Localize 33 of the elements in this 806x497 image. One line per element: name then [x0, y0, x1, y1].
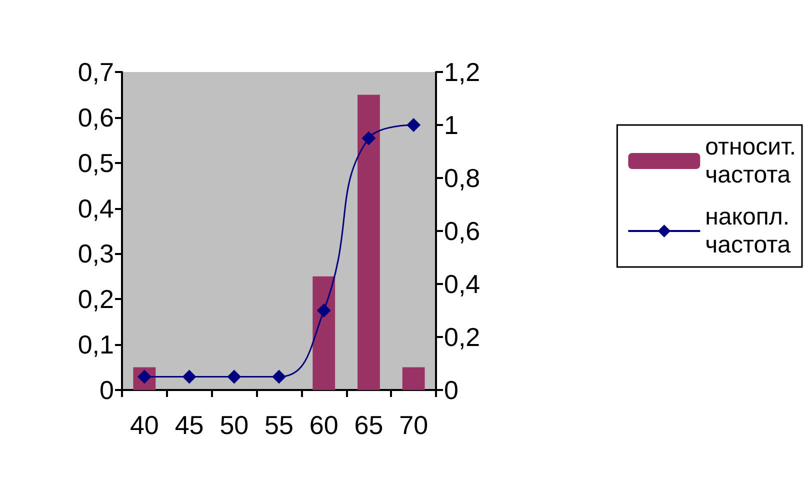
- point: [272, 370, 286, 384]
- y-tick-label: 0: [100, 375, 114, 405]
- point: [362, 131, 376, 146]
- x-tick-label: 40: [130, 410, 159, 440]
- y-tick-label: 0,1: [78, 330, 114, 360]
- x-tick-label: 60: [309, 410, 338, 440]
- y2-tick-label: 1: [444, 110, 458, 140]
- point: [182, 370, 196, 384]
- x-tick-label: 45: [174, 410, 204, 440]
- y-tick-label: 0,5: [78, 148, 114, 178]
- y-tick-label: 0,3: [78, 238, 114, 269]
- y2-tick-label: 0,6: [444, 216, 480, 246]
- point: [316, 304, 331, 318]
- x-tick-label: 65: [354, 410, 384, 440]
- y2-tick-label: 0,4: [444, 269, 480, 299]
- legend-label: относит. частота: [705, 134, 796, 188]
- x-tick-label: 70: [399, 410, 428, 440]
- y-tick-label: 0,4: [78, 193, 114, 224]
- legend-label: накопл. частота: [705, 204, 792, 258]
- y-tick-label: 0,7: [78, 57, 114, 87]
- y-tick-label: 0,2: [78, 284, 114, 314]
- y2-tick-label: 0,8: [444, 163, 480, 193]
- y2-tick-label: 0,2: [444, 322, 480, 352]
- x-tick-label: 50: [220, 410, 249, 440]
- bar: [402, 367, 425, 390]
- y2-tick-label: 1,2: [444, 57, 480, 87]
- point: [406, 118, 421, 132]
- y-tick-label: 0,6: [78, 102, 114, 132]
- x-tick-label: 55: [264, 410, 294, 440]
- point: [227, 370, 242, 384]
- bar: [312, 276, 336, 390]
- y2-tick-label: 0: [444, 375, 458, 405]
- bar: [358, 94, 380, 390]
